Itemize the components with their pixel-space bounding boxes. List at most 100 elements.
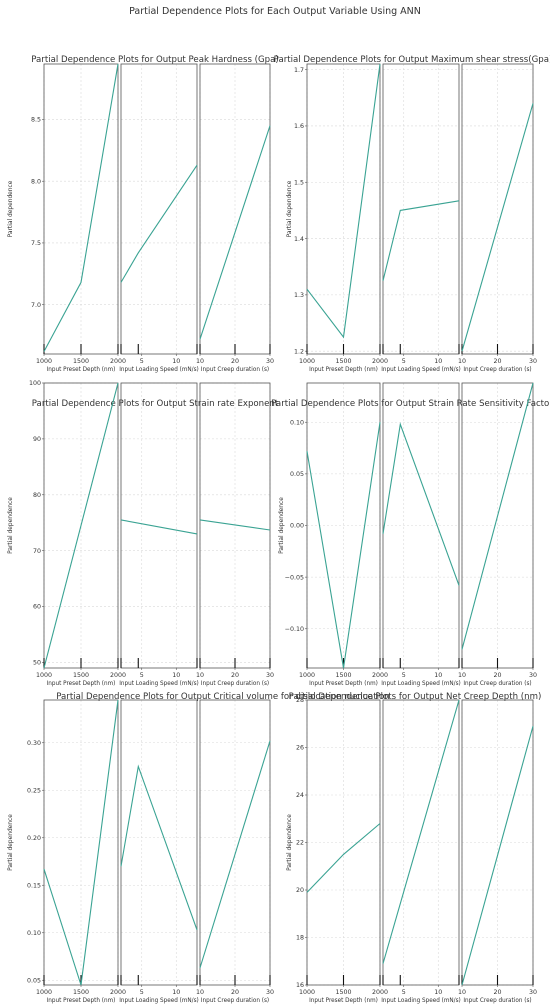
x-tick-label: 20	[231, 672, 239, 679]
x-tick-label: 10	[172, 672, 180, 679]
y-tick-label: 1.2	[294, 348, 304, 355]
group-title: Partial Dependence Plots for Output Peak…	[31, 55, 279, 65]
pdp-panel-3: 10 20 30 Input Creep duration (s)	[196, 699, 274, 1004]
x-tick-label: 5	[140, 358, 144, 365]
pdp-panel-2: 5 10 Input Loading Speed (mN/s)	[381, 382, 461, 687]
x-axis-label: Input Preset Depth (nm)	[309, 681, 378, 687]
x-tick-label: 1500	[335, 989, 351, 996]
pdp-panel-3: 10 20 30 Input Creep duration (s)	[458, 699, 537, 1004]
x-tick-label: 2000	[110, 358, 126, 365]
x-tick-label: 10	[458, 672, 466, 679]
x-tick-label: 5	[402, 672, 406, 679]
x-axis-label: Input Preset Depth (nm)	[47, 367, 116, 373]
pd-curve	[43, 63, 119, 352]
pd-curve	[199, 740, 271, 969]
group-title: Partial Dependence Plots for Output Stra…	[271, 399, 550, 409]
x-tick-label: 2000	[372, 358, 388, 365]
pdp-panel-2: 5 10 Input Loading Speed (mN/s)	[119, 382, 199, 687]
x-tick-label: 1000	[299, 989, 315, 996]
x-tick-label: 5	[402, 989, 406, 996]
pd-curve	[382, 699, 460, 964]
x-tick-label: 5	[140, 989, 144, 996]
pd-curve	[120, 519, 198, 535]
pd-curve	[382, 422, 460, 586]
x-tick-label: 2000	[110, 989, 126, 996]
x-tick-label: 10	[172, 989, 180, 996]
panel-frame	[120, 382, 198, 669]
y-tick-label: 0.05	[27, 977, 41, 984]
panel-frame	[382, 382, 460, 669]
pdp-panel-2: 5 10 Input Loading Speed (mN/s)	[381, 63, 461, 373]
y-tick-label: 26	[296, 745, 304, 752]
x-axis-label: Input Preset Depth (nm)	[47, 998, 116, 1004]
x-tick-label: 30	[266, 989, 274, 996]
y-tick-label: 0.10	[290, 419, 304, 426]
x-axis-label: Input Loading Speed (mN/s)	[119, 367, 199, 373]
y-tick-label: 70	[33, 548, 41, 555]
pdp-panel-1: 16 18 20 22 24 26 28 1000 1500 2000 Input Preset D…	[296, 697, 388, 1004]
x-tick-label: 2000	[110, 672, 126, 679]
x-tick-label: 1000	[36, 989, 52, 996]
x-tick-label: 1500	[73, 672, 89, 679]
y-tick-label: 100	[29, 380, 41, 387]
panel-frame	[382, 63, 460, 355]
x-tick-label: 10	[196, 672, 204, 679]
pd-curve	[120, 764, 198, 931]
y-tick-label: 1.5	[294, 179, 304, 186]
y-tick-label: 7.5	[31, 240, 41, 247]
x-axis-label: Input Creep duration (s)	[463, 998, 531, 1004]
x-tick-label: 20	[493, 989, 501, 996]
x-axis-label: Input Loading Speed (mN/s)	[119, 681, 199, 687]
x-axis-label: Input Creep duration (s)	[463, 681, 531, 687]
pd-curve	[461, 725, 534, 986]
pdp-panel-3: 10 20 30 Input Creep duration (s)	[196, 382, 274, 687]
x-axis-label: Input Creep duration (s)	[463, 367, 531, 373]
x-tick-label: 1000	[299, 672, 315, 679]
x-axis-label: Input Creep duration (s)	[201, 998, 269, 1004]
x-axis-label: Input Loading Speed (mN/s)	[381, 681, 461, 687]
pd-curve	[120, 164, 198, 283]
y-tick-label: 22	[296, 840, 304, 847]
panel-frame	[199, 699, 271, 986]
panel-frame	[382, 699, 460, 986]
pdp-group-5: Partial Dependence Plots for Output Crit…	[8, 692, 390, 1004]
pdp-panel-1: 7.0 7.5 8.0 8.5 1000 1500 2000 Input Preset Dep…	[31, 63, 126, 373]
pdp-panel-1: −0.10 −0.05 0.00 0.05 0.10 1000 1500 2000 Input …	[285, 382, 388, 687]
pdp-group-4: Partial Dependence Plots for Output Stra…	[271, 382, 550, 687]
x-tick-label: 1500	[73, 358, 89, 365]
x-axis-label: Input Preset Depth (nm)	[309, 998, 378, 1004]
x-tick-label: 10	[172, 358, 180, 365]
pdp-panel-3: 10 20 30 Input Creep duration (s)	[458, 63, 537, 373]
pd-curve	[306, 823, 381, 893]
x-tick-label: 10	[196, 358, 204, 365]
y-tick-label: 0.30	[27, 740, 41, 747]
group-title: Partial Dependence Plots for Output Stra…	[32, 399, 279, 409]
pdp-group-3: Partial Dependence Plots for Output Stra…	[8, 380, 279, 687]
x-tick-label: 1000	[36, 358, 52, 365]
y-tick-label: 7.0	[31, 302, 41, 309]
pd-curve	[461, 382, 534, 650]
y-tick-label: 0.10	[27, 930, 41, 937]
chart-groups: Partial Dependence Plots for Output Peak…	[8, 55, 550, 1004]
y-tick-label: −0.10	[285, 626, 304, 633]
y-axis-label: Partial dependence	[8, 180, 14, 237]
y-tick-label: 0.05	[290, 471, 304, 478]
x-tick-label: 30	[266, 672, 274, 679]
panel-frame	[120, 699, 198, 986]
x-tick-label: 30	[529, 989, 537, 996]
y-axis-label: Partial dependence	[8, 814, 14, 871]
x-tick-label: 10	[196, 989, 204, 996]
pd-curve	[199, 125, 271, 340]
pdp-panel-2: 5 10 Input Loading Speed (mN/s)	[119, 63, 199, 373]
y-tick-label: 0.25	[27, 787, 41, 794]
x-tick-label: 30	[529, 358, 537, 365]
y-tick-label: 16	[296, 982, 304, 989]
y-tick-label: 60	[33, 604, 41, 611]
y-tick-label: 18	[296, 935, 304, 942]
group-title: Partial Dependence Plots for Output Net …	[289, 692, 542, 702]
group-title: Partial Dependence Plots for Output Maxi…	[274, 55, 550, 65]
x-tick-label: 1000	[299, 358, 315, 365]
y-axis-label: Partial dependence	[8, 497, 14, 554]
pdp-group-2: Partial Dependence Plots for Output Maxi…	[274, 55, 550, 373]
y-tick-label: 0.00	[290, 523, 304, 530]
